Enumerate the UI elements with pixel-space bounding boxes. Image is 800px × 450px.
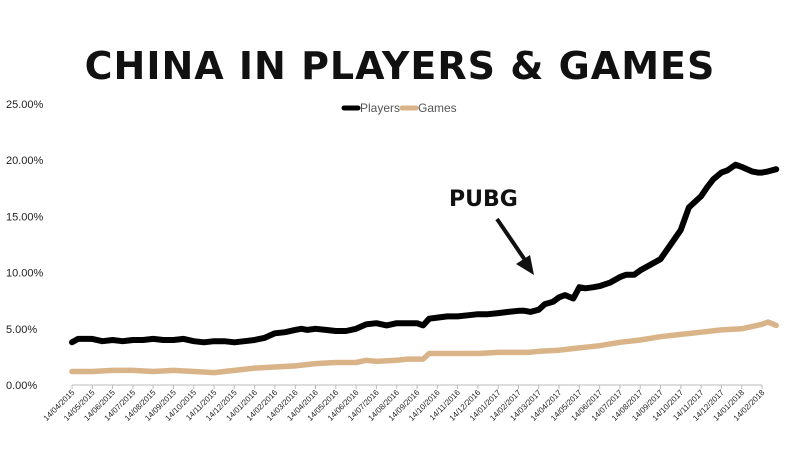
series-layer bbox=[69, 161, 780, 376]
legend-label-games: Games bbox=[418, 101, 457, 115]
chart-title: CHINA IN PLAYERS & GAMES bbox=[84, 44, 716, 88]
legend: Players Games bbox=[341, 101, 457, 115]
series-line-players bbox=[69, 161, 780, 346]
legend-label-players: Players bbox=[360, 101, 400, 115]
annotation-arrow-head bbox=[516, 255, 534, 275]
pubg-annotation: PUBG bbox=[449, 187, 534, 275]
y-tick-label: 25.00% bbox=[6, 99, 44, 111]
x-axis: 14/04/201514/05/201514/06/201514/07/2015… bbox=[42, 384, 767, 423]
y-tick-label: 20.00% bbox=[6, 155, 44, 167]
series-line-games bbox=[69, 319, 779, 376]
y-tick-label: 15.00% bbox=[6, 211, 44, 223]
y-axis: 0.00% 5.00% 10.00% 15.00% 20.00% 25.00% bbox=[6, 99, 44, 392]
y-tick-label: 0.00% bbox=[6, 380, 37, 392]
annotation-label: PUBG bbox=[449, 187, 518, 212]
y-tick-label: 5.00% bbox=[6, 324, 37, 336]
y-tick-label: 10.00% bbox=[6, 268, 44, 280]
annotation-arrow-shaft bbox=[495, 217, 527, 262]
